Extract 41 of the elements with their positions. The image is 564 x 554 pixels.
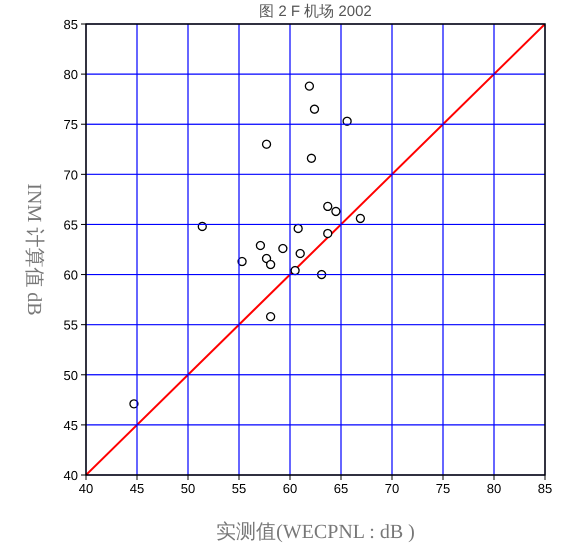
y-tick-label: 40	[64, 468, 78, 483]
y-tick-label: 50	[64, 368, 78, 383]
point	[331, 206, 341, 216]
y-tick-label: 80	[64, 67, 78, 82]
point	[323, 202, 332, 212]
x-tick-label: 65	[334, 481, 348, 496]
point	[129, 399, 139, 408]
y-tick-label: 45	[64, 418, 78, 433]
x-tick-label: 40	[78, 481, 94, 496]
point	[266, 312, 276, 322]
y-tick-label: 85	[64, 17, 78, 32]
point	[294, 224, 303, 234]
point	[323, 228, 332, 238]
y-axis-title: INM 计算值 dB	[23, 183, 45, 316]
x-tick-label: 50	[180, 481, 196, 496]
point	[296, 248, 305, 258]
chart-title: 图 2 F 机场 2002	[259, 3, 372, 20]
x-tick-label: 60	[282, 481, 298, 496]
y-tick-label: 65	[64, 217, 78, 232]
x-tick-label: 45	[130, 481, 144, 496]
y-tick-label: 55	[64, 318, 78, 333]
x-tick-label: 85	[538, 481, 552, 496]
x-tick-label: 80	[486, 481, 502, 496]
x-axis-title: 实测值(WECPNL : dB )	[216, 521, 415, 543]
point	[256, 240, 266, 250]
point	[278, 244, 288, 254]
point	[266, 260, 276, 270]
x-tick-label: 55	[232, 481, 246, 496]
point	[310, 104, 320, 114]
point	[262, 254, 272, 264]
point	[306, 154, 316, 163]
y-tick-label: 60	[64, 268, 78, 283]
x-tick-label: 75	[436, 481, 450, 496]
point	[262, 140, 272, 149]
x-tick-label: 70	[384, 481, 400, 496]
point	[304, 81, 314, 91]
point	[356, 214, 366, 224]
y-tick-label: 70	[64, 167, 78, 182]
point	[237, 256, 247, 266]
y-tick-label: 75	[64, 117, 78, 132]
point	[290, 266, 300, 276]
